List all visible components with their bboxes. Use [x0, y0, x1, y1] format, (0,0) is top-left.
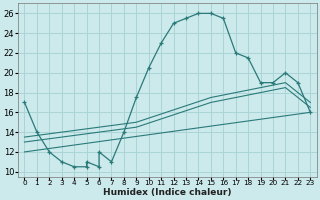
X-axis label: Humidex (Indice chaleur): Humidex (Indice chaleur): [103, 188, 232, 197]
